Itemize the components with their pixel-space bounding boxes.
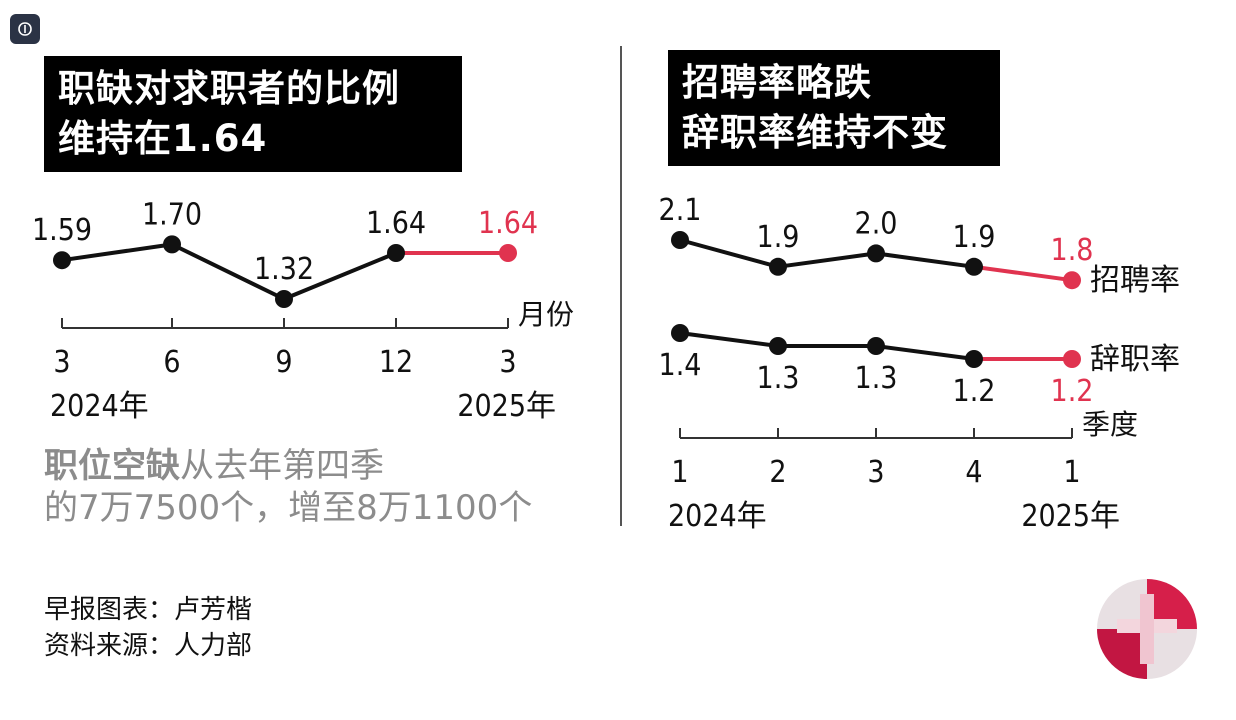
vacancy-ratio-segment bbox=[60, 242, 174, 263]
recruitment-series-label: 招聘率 bbox=[1090, 263, 1180, 298]
left-tick-label: 3 bbox=[53, 345, 70, 380]
brand-logo-icon bbox=[1097, 579, 1197, 679]
right-tick-label: 2 bbox=[769, 455, 786, 490]
vacancy-ratio-point bbox=[53, 251, 71, 270]
right-unit-label: 季度 bbox=[1082, 408, 1138, 441]
recruitment-rate-value-label: 1.8 bbox=[1051, 233, 1094, 268]
vacancy-ratio-point bbox=[275, 290, 293, 308]
left-tick-label: 3 bbox=[499, 345, 516, 380]
recruitment-rate-value-label: 2.0 bbox=[855, 206, 898, 241]
resignation-series-label: 辞职率 bbox=[1090, 342, 1180, 377]
left-chart-title: 职缺对求职者的比例 维持在1.64 bbox=[44, 56, 462, 172]
recruitment-rate-point bbox=[965, 257, 983, 276]
vacancy-ratio-value-label: 1.32 bbox=[254, 252, 314, 287]
resignation-rate-value-label: 1.4 bbox=[659, 348, 702, 383]
vacancy-ratio-value-label: 1.64 bbox=[478, 206, 538, 241]
recruitment-rate-value-label: 1.9 bbox=[953, 220, 996, 255]
vacancy-ratio-point bbox=[163, 235, 181, 254]
note-bold: 职位空缺 bbox=[44, 446, 180, 486]
credits: 早报图表：卢芳楷 资料来源：人力部 bbox=[44, 592, 252, 664]
vacancy-ratio-point bbox=[499, 244, 517, 262]
recruitment-rate-point bbox=[1063, 271, 1081, 290]
note-line-2: 的7万7500个，增至8万1100个 bbox=[44, 488, 533, 528]
right-title-line-1: 招聘率略跌 bbox=[682, 61, 872, 104]
resignation-rate-value-label: 1.2 bbox=[1051, 374, 1094, 409]
resignation-rate-segment bbox=[874, 344, 976, 361]
recruitment-rate-segment bbox=[678, 238, 780, 269]
note-rest: 从去年第四季 bbox=[180, 446, 384, 486]
vacancy-ratio-segment bbox=[170, 242, 286, 301]
vacancy-ratio-point bbox=[387, 244, 405, 262]
recruitment-rate-value-label: 1.9 bbox=[757, 220, 800, 255]
resignation-rate-point bbox=[867, 337, 885, 355]
corner-badge bbox=[10, 14, 40, 44]
recruitment-rate-point bbox=[769, 257, 787, 276]
left-year-label: 2024年 bbox=[50, 389, 149, 424]
right-tick-label: 1 bbox=[671, 455, 688, 490]
recruitment-rate-point bbox=[867, 244, 885, 263]
vacancy-note: 职位空缺从去年第四季 的7万7500个，增至8万1100个 bbox=[44, 445, 584, 529]
left-tick-label: 6 bbox=[163, 345, 180, 380]
recruitment-rate-point bbox=[671, 231, 689, 249]
right-year-label: 2024年 bbox=[668, 499, 767, 534]
right-chart-title: 招聘率略跌 辞职率维持不变 bbox=[668, 50, 1000, 166]
panel-divider bbox=[620, 46, 622, 526]
resignation-rate-point bbox=[1063, 350, 1081, 368]
app-badge-icon bbox=[18, 22, 32, 36]
right-title-line-2: 辞职率维持不变 bbox=[682, 111, 948, 154]
vacancy-ratio-value-label: 1.70 bbox=[142, 197, 202, 232]
resignation-rate-value-label: 1.3 bbox=[855, 361, 898, 396]
resignation-rate-point bbox=[965, 350, 983, 368]
left-tick-label: 9 bbox=[275, 345, 292, 380]
right-tick-label: 3 bbox=[867, 455, 884, 490]
vacancy-ratio-value-label: 1.59 bbox=[32, 213, 92, 248]
right-year-label: 2025年 bbox=[1021, 499, 1120, 534]
right-tick-label: 4 bbox=[965, 455, 982, 490]
credit-source: 资料来源：人力部 bbox=[44, 631, 253, 661]
recruitment-rate-value-label: 2.1 bbox=[659, 193, 702, 228]
recruitment-rate-segment bbox=[972, 264, 1074, 283]
vacancy-ratio-value-label: 1.64 bbox=[366, 206, 426, 241]
credit-chart-author: 早报图表：卢芳楷 bbox=[44, 595, 253, 625]
left-year-label: 2025年 bbox=[457, 389, 556, 424]
left-tick-label: 12 bbox=[379, 345, 413, 380]
resignation-rate-point bbox=[671, 324, 689, 342]
recruitment-rate-segment bbox=[874, 251, 976, 269]
resignation-rate-point bbox=[769, 337, 787, 355]
left-unit-label: 月份 bbox=[518, 298, 574, 331]
right-tick-label: 1 bbox=[1063, 455, 1080, 490]
left-title-line-2: 维持在1.64 bbox=[58, 117, 268, 160]
resignation-rate-value-label: 1.2 bbox=[953, 374, 996, 409]
resignation-rate-segment bbox=[678, 331, 780, 348]
left-title-line-1: 职缺对求职者的比例 bbox=[58, 67, 400, 110]
vacancy-ratio-segment bbox=[282, 251, 398, 301]
resignation-rate-value-label: 1.3 bbox=[757, 361, 800, 396]
recruitment-rate-segment bbox=[776, 251, 878, 269]
